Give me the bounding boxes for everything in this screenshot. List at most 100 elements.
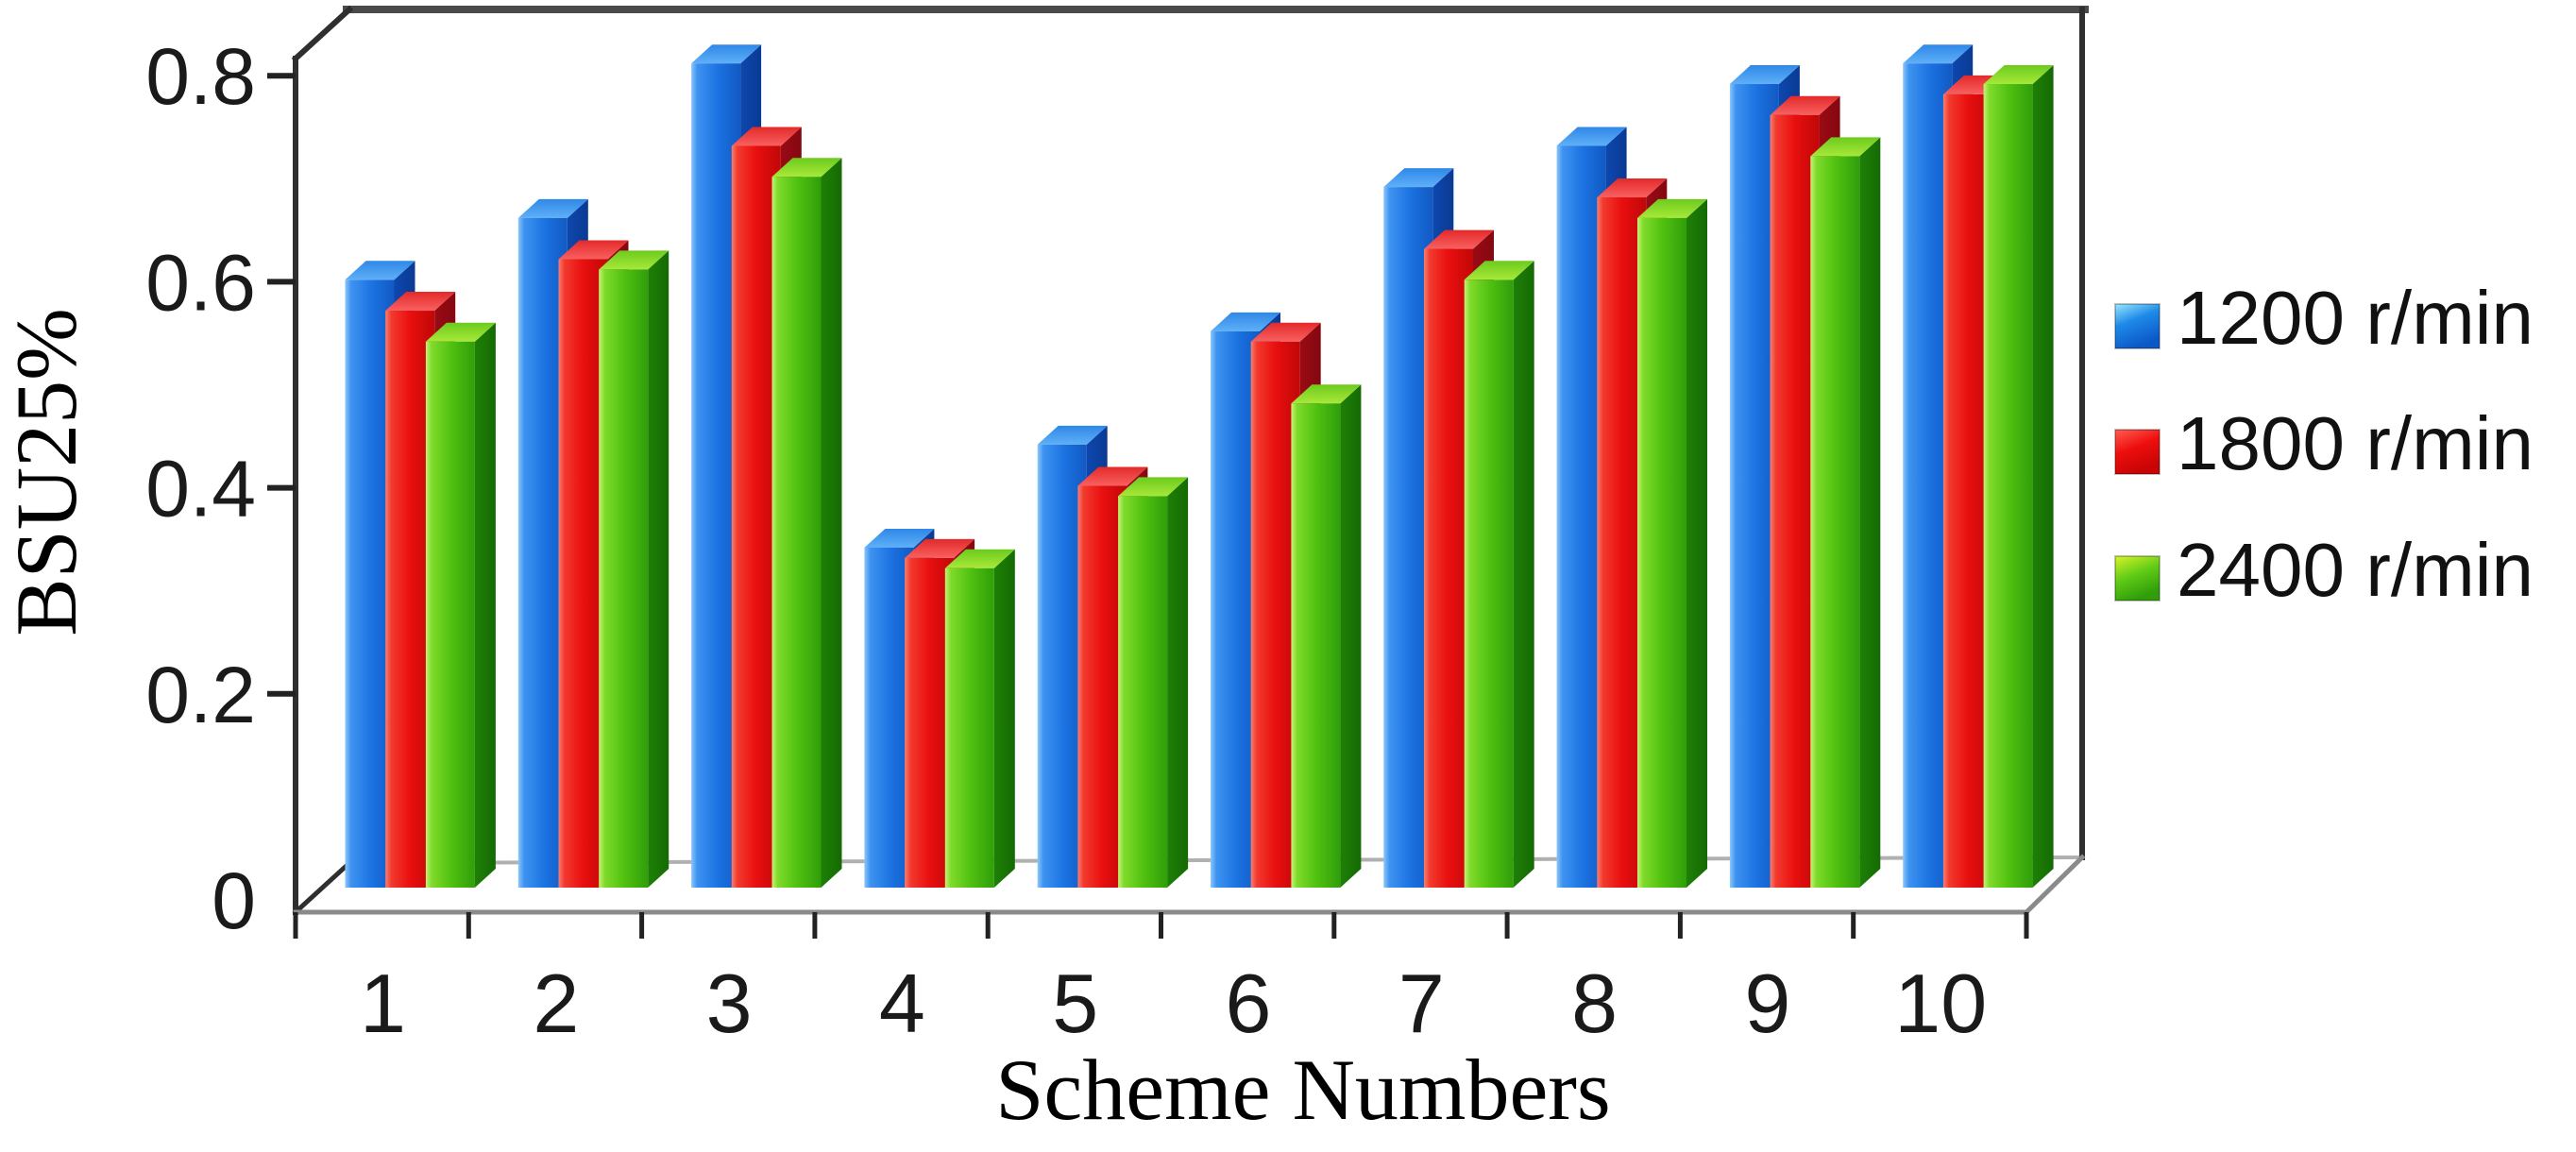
y-tick-label: 0.2 <box>145 651 256 739</box>
wall-left-depth-edge <box>291 5 354 63</box>
x-category-label: 9 <box>1744 957 1790 1050</box>
y-tick-label: 0.8 <box>145 32 256 121</box>
bar-top-face <box>1903 44 1974 64</box>
bar-side-face <box>648 250 669 888</box>
legend-label: 1200 r/min <box>2177 276 2534 360</box>
x-category-label: 4 <box>879 957 925 1050</box>
bar-front-face <box>1637 217 1686 889</box>
bar-group-7 <box>1383 168 1534 889</box>
bar-group-8 <box>1556 127 1707 889</box>
x-axis-ticks <box>293 912 2029 939</box>
bar-side-face <box>993 549 1015 888</box>
bar-top-face <box>1077 466 1148 486</box>
bar-group-3 <box>691 44 842 889</box>
bar-top-face <box>864 528 935 548</box>
bar-top-face <box>1729 65 1800 85</box>
bar-top-face <box>558 240 629 260</box>
bar-top-face <box>599 250 669 270</box>
bar-2400rmin-scheme-2 <box>599 250 669 888</box>
bar-front-face <box>1291 403 1341 889</box>
x-category-label: 7 <box>1398 957 1445 1050</box>
y-tick-label: 0.4 <box>145 445 256 534</box>
floor-left-depth-edge <box>292 859 353 916</box>
bar-top-face <box>1037 425 1108 445</box>
bar-side-face <box>1340 384 1362 889</box>
bar-top-face <box>1383 168 1454 188</box>
x-category-label: 5 <box>1052 957 1098 1050</box>
legend-item-1800rmin: 1800 r/min <box>2114 401 2534 485</box>
bar-top-face <box>1597 178 1668 198</box>
bar-group-5 <box>1037 425 1189 888</box>
floor-right-depth-edge <box>2023 854 2086 916</box>
bar-front-face <box>1983 84 2033 888</box>
bar-2400rmin-scheme-5 <box>1118 477 1189 888</box>
bar-side-face <box>1167 477 1189 888</box>
bar-top-face <box>385 292 456 312</box>
bar-top-face <box>1424 229 1494 249</box>
x-axis-title: Scheme Numbers <box>995 1042 1611 1138</box>
y-axis-title: BSU25% <box>0 308 94 636</box>
x-category-label: 6 <box>1226 957 1272 1050</box>
legend-swatch <box>2114 429 2161 475</box>
x-category-label: 8 <box>1571 957 1618 1050</box>
bar-side-face <box>821 158 842 888</box>
bar-front-face <box>599 269 649 888</box>
bar-top-face <box>1464 261 1534 280</box>
bar-top-face <box>517 198 588 218</box>
bar-top-face <box>905 538 975 558</box>
bar-group-1 <box>345 261 496 888</box>
bar-top-face <box>771 158 842 178</box>
bar-2400rmin-scheme-1 <box>425 322 496 888</box>
x-category-label: 1 <box>360 957 406 1050</box>
bar-top-face <box>731 127 802 146</box>
bar-front-face <box>944 568 994 888</box>
x-category-labels: 1 2 3 4 5 6 7 8 9 10 <box>360 957 1987 1050</box>
legend-item-1200rmin: 1200 r/min <box>2114 276 2534 360</box>
bar-top-face <box>1118 477 1189 497</box>
bar-2400rmin-scheme-6 <box>1291 384 1362 889</box>
legend-swatch <box>2114 555 2161 601</box>
bar-top-face <box>345 261 415 280</box>
bar-2400rmin-scheme-4 <box>944 549 1015 888</box>
bar-side-face <box>2032 65 2054 888</box>
x-category-label: 2 <box>533 957 579 1050</box>
bar-front-face <box>425 341 475 888</box>
bars-layer <box>345 44 2054 889</box>
bar-top-face <box>425 322 496 342</box>
bar-top-face <box>944 549 1015 568</box>
bar-side-face <box>474 322 496 888</box>
bar-side-face <box>1513 261 1534 888</box>
bar-top-face <box>1770 95 1840 115</box>
legend-label: 1800 r/min <box>2177 401 2534 485</box>
bar-top-face <box>1556 127 1627 146</box>
x-category-label: 3 <box>706 957 753 1050</box>
bar-top-face <box>1291 384 1362 404</box>
bar-group-9 <box>1729 65 1881 888</box>
bar-top-face <box>1637 198 1707 218</box>
bar-front-face <box>771 177 822 888</box>
bar-2400rmin-scheme-10 <box>1983 65 2054 888</box>
bar-side-face <box>1859 137 1881 888</box>
bar-top-face <box>1983 65 2054 85</box>
bar-front-face <box>1810 156 1860 888</box>
bar-group-4 <box>864 528 1015 888</box>
bar-2400rmin-scheme-3 <box>771 158 842 888</box>
legend-item-2400rmin: 2400 r/min <box>2114 528 2534 612</box>
bar-top-face <box>1250 322 1321 342</box>
bar-top-face <box>1810 137 1881 157</box>
bar-2400rmin-scheme-8 <box>1637 198 1707 889</box>
x-category-label: 10 <box>1894 957 1987 1050</box>
bar-group-6 <box>1211 312 1362 889</box>
bar-group-10 <box>1903 44 2054 889</box>
y-tick-label: 0.6 <box>145 238 256 327</box>
bar-2400rmin-scheme-9 <box>1810 137 1881 888</box>
bar-front-face <box>1118 496 1168 888</box>
bar-top-face <box>1211 312 1280 331</box>
bar-side-face <box>1686 198 1707 889</box>
y-tick-label: 0 <box>212 856 256 945</box>
bar-2400rmin-scheme-7 <box>1464 261 1534 888</box>
legend: 1200 r/min 1800 r/min 2400 r/min <box>2114 276 2534 612</box>
y-axis-ticks: 0 0.2 0.4 0.6 0.8 <box>145 32 296 945</box>
